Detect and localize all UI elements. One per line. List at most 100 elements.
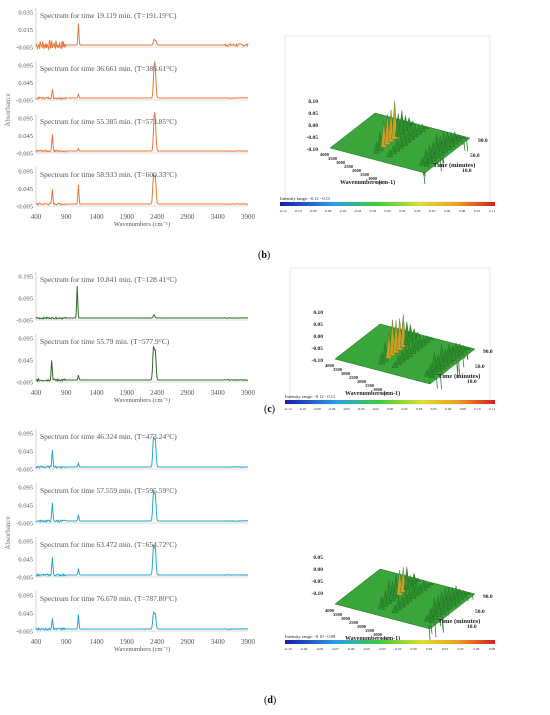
spectrum-line [36,437,248,468]
spectrum-line [36,23,248,49]
spectrum-title: Spectrum for time 55.385 min. (T=573.85°… [40,117,177,126]
colorbar-tick: 0.05 [429,209,435,213]
colorbar-tick: -0.03 [357,407,365,411]
colorbar-tick: 0.02 [426,647,432,651]
colorbar-tick: 0.05 [431,407,437,411]
colorbar-tick: -0.02 [372,407,380,411]
z-tick-label: -0.10 [307,147,319,153]
panel-label: (d) [264,695,276,706]
x-tick-label: 400 [31,638,42,646]
x-tick-label: 1400 [90,389,105,397]
colorbar-tick: 0.00 [387,407,393,411]
colorbar-tick: -0.03 [354,209,362,213]
z-tick-label: -0.10 [312,591,324,597]
intensity-range: Intensity range: -0.10 - 0.08 [285,634,336,639]
colorbar-tick: -0.05 [343,407,351,411]
x-tick-label: 1900 [120,213,135,221]
colorbar-tick: -0.06 [324,209,332,213]
panel-label: (b) [258,250,270,261]
colorbar-tick: -0.03 [379,647,387,651]
y-tick-label: 0.045 [18,358,33,365]
spectrum-line [36,286,248,319]
y-tick-label: 0.195 [18,274,33,281]
spectrum-title: Spectrum for time 58.933 min. (T=600.33°… [40,170,177,179]
y-tick-label: 0.095 [18,539,33,546]
colorbar-tick: -0.10 [284,647,292,651]
surface-y-tick: 50.0 [475,609,485,615]
x-tick-label: 400 [31,389,42,397]
y-tick-label: -0.005 [16,98,33,105]
y-tick-label: 0.045 [18,186,33,193]
x-tick-label: 3400 [211,213,226,221]
z-tick-label: 0.05 [313,555,323,561]
spectrum-line [36,491,248,522]
colorbar [285,640,495,644]
colorbar-tick: -0.08 [316,647,324,651]
x-tick-label: 900 [61,638,72,646]
y-tick-label: -0.005 [16,467,33,474]
x-tick-label: 400 [31,213,42,221]
colorbar-tick: 0.00 [384,209,390,213]
colorbar-tick: 0.02 [399,209,405,213]
spectrum-line [36,545,248,576]
surface-y-title: Time (minutes) [438,618,480,625]
colorbar-tick: 0.10 [474,407,480,411]
spectrum-line [36,612,248,630]
spectrum-title: Spectrum for time 46.324 min. (T=473.24°… [40,432,177,441]
y-tick-label: 0.045 [18,557,33,564]
colorbar-tick: 0.08 [460,407,466,411]
colorbar-tick: -0.09 [300,647,308,651]
colorbar-tick: 0.06 [473,647,479,651]
y-tick-label: -0.005 [16,45,33,52]
y-tick-label: 0.095 [18,336,33,343]
colorbar-tick: -0.05 [339,209,347,213]
y-tick-label: 0.095 [18,593,33,600]
panel-label: (c) [264,404,275,415]
x-tick-label: 2900 [180,213,195,221]
colorbar-tick: -0.07 [331,647,339,651]
y-tick-label: 0.045 [18,611,33,618]
y-tick-label: 0.035 [18,10,33,17]
surface-x-title: Wavenumbers (cm-1) [345,390,400,397]
x-tick-label: 3900 [241,638,256,646]
z-tick-label: -0.05 [307,135,319,141]
y-axis-title: Absorbance [4,516,12,549]
x-tick-label: 3900 [241,389,256,397]
surface-y-tick: 90.0 [478,138,488,144]
y-tick-label: 0.095 [18,116,33,123]
colorbar-tick: -0.12 [279,209,287,213]
x-tick-label: 2400 [150,389,165,397]
surface-y-title: Time (minutes) [433,162,475,169]
z-tick-label: -0.10 [312,358,324,364]
x-tick-label: 900 [61,213,72,221]
colorbar-tick: -0.08 [309,209,317,213]
colorbar-tick: 0.08 [489,647,495,651]
x-tick-label: 3900 [241,213,256,221]
colorbar-tick: -0.06 [328,407,336,411]
colorbar-tick: 0.03 [442,647,448,651]
colorbar-tick: 0.02 [402,407,408,411]
z-tick-label: 0.00 [313,334,323,340]
colorbar-tick: 0.08 [459,209,465,213]
colorbar-tick: -0.10 [299,407,307,411]
colorbar-tick: -0.06 [347,647,355,651]
colorbar-tick: -0.10 [294,209,302,213]
x-tick-label: 1400 [90,638,105,646]
colorbar-tick: -0.02 [394,647,402,651]
y-tick-label: 0.095 [18,63,33,70]
surface-y-tick: 50.0 [470,153,480,159]
colorbar-tick: 0.11 [489,407,495,411]
colorbar-tick: 0.03 [416,407,422,411]
z-tick-label: 0.10 [308,99,318,105]
x-tick-label: 2400 [150,213,165,221]
colorbar-tick: 0.05 [458,647,464,651]
spectrum-line [36,175,248,205]
y-tick-label: 0.045 [18,449,33,456]
colorbar-tick: -0.02 [369,209,377,213]
surface-plot [335,567,475,641]
x-tick-label: 2900 [180,638,195,646]
z-tick-label: -0.05 [312,346,324,352]
surface-y-tick: 90.0 [483,594,493,600]
